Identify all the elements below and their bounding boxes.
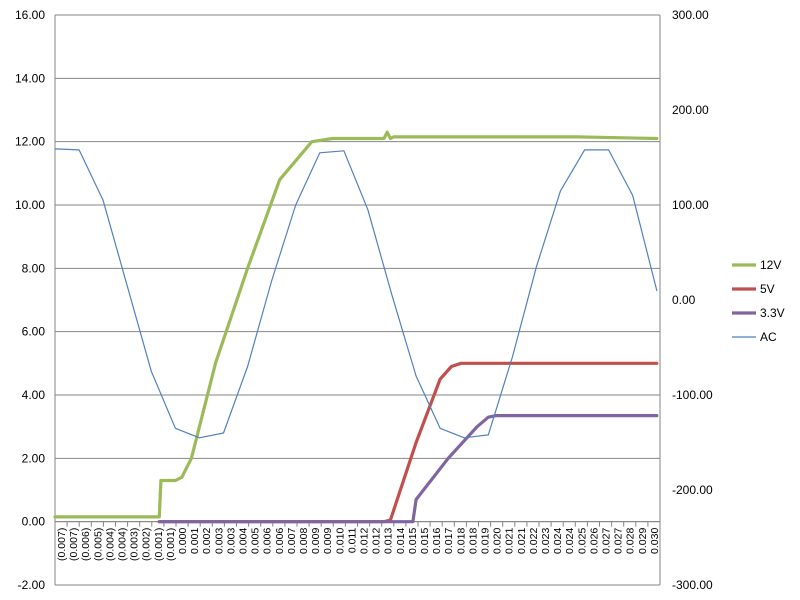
x-tick-label: 0.005: [250, 528, 262, 554]
x-tick-label: 0.020: [492, 528, 504, 554]
x-tick-label: 0.014: [395, 528, 407, 554]
y2-tick-label: 0.00: [672, 293, 696, 307]
x-tick-label: 0.024: [564, 528, 576, 554]
x-tick-label: (0.001): [165, 528, 177, 561]
x-tick-label: 0.027: [601, 528, 613, 554]
x-tick-label: 0.016: [431, 528, 443, 554]
legend-label: 12V: [760, 258, 781, 272]
x-tick-label: 0.018: [467, 528, 479, 554]
x-tick-label: 0.000: [177, 528, 189, 554]
y-tick-label: 0.00: [22, 515, 46, 529]
x-tick-label: (0.004): [117, 528, 129, 561]
x-tick-label: 0.012: [371, 528, 383, 554]
x-tick-label: 0.009: [310, 528, 322, 554]
legend-label: 3.3V: [760, 306, 785, 320]
x-tick-label: 0.013: [383, 528, 395, 554]
plot-series: [53, 130, 659, 524]
x-tick-label: 0.003: [225, 528, 237, 554]
y-tick-label: 10.00: [15, 198, 45, 212]
x-tick-label: 0.021: [516, 528, 528, 554]
y2-tick-label: -100.00: [672, 388, 713, 402]
x-tick-label: (0.001): [153, 528, 165, 561]
x-tick-label: 0.019: [480, 528, 492, 554]
x-tick-label: (0.004): [104, 528, 116, 561]
x-tick-label: (0.002): [141, 528, 153, 561]
x-tick-label: 0.006: [274, 528, 286, 554]
y-axis-right: -300.00 -200.00 -100.00 0.00 100.00 200.00 300…: [672, 8, 713, 592]
x-tick-label: 0.026: [588, 528, 600, 554]
x-tick-label: 0.007: [286, 528, 298, 554]
x-tick-label: (0.005): [92, 528, 104, 561]
x-tick-label: 0.004: [238, 528, 250, 554]
x-tick-label: 0.012: [359, 528, 371, 554]
x-tick-label: 0.025: [576, 528, 588, 554]
x-tick-label: 0.024: [552, 528, 564, 554]
y-axis-left: -2.00 0.00 2.00 4.00 6.00 8.00 10.00 12.00 14.00…: [15, 8, 45, 592]
legend-label: AC: [760, 330, 777, 344]
x-tick-label: 0.022: [528, 528, 540, 554]
x-tick-label: 0.002: [201, 528, 213, 554]
x-tick-label: 0.030: [649, 528, 661, 554]
y-tick-label: -2.00: [18, 578, 46, 592]
x-tick-label: 0.001: [189, 528, 201, 554]
x-tick-label: 0.015: [419, 528, 431, 554]
y-tick-label: 12.00: [15, 135, 45, 149]
x-tick-label: 0.009: [322, 528, 334, 554]
gridlines: [54, 14, 661, 586]
x-tick-label: 0.010: [334, 528, 346, 554]
x-tick-label: 0.021: [504, 528, 516, 554]
x-tick-label: 0.028: [625, 528, 637, 554]
x-axis: (0.007) (0.007) (0.006) (0.005) (0.004) (0.00…: [54, 521, 661, 561]
series-line-ac: [54, 148, 658, 439]
x-tick-label: (0.007): [68, 528, 80, 561]
x-tick-label: (0.007): [56, 528, 68, 561]
y2-tick-label: -300.00: [672, 578, 713, 592]
x-tick-label: 0.015: [407, 528, 419, 554]
legend: 12V 5V 3.3V AC: [732, 258, 785, 344]
x-tick-label: (0.003): [129, 528, 141, 561]
series-line-3-3v: [157, 414, 659, 524]
x-tick-label: 0.011: [346, 528, 358, 554]
y2-tick-label: 200.00: [672, 103, 709, 117]
x-tick-label: 0.008: [298, 528, 310, 554]
y-tick-label: 2.00: [22, 451, 46, 465]
x-tick-label: 0.027: [613, 528, 625, 554]
series-line-12v: [53, 130, 659, 519]
x-tick-label: 0.029: [637, 528, 649, 554]
x-tick-label: 0.017: [443, 528, 455, 554]
y-tick-label: 4.00: [22, 388, 46, 402]
x-tick-label: (0.006): [80, 528, 92, 561]
legend-label: 5V: [760, 282, 775, 296]
y2-tick-label: 100.00: [672, 198, 709, 212]
y-tick-label: 8.00: [22, 261, 46, 275]
x-tick-label: 0.003: [213, 528, 225, 554]
y-tick-label: 16.00: [15, 8, 45, 22]
x-tick-label: 0.023: [540, 528, 552, 554]
y-tick-label: 14.00: [15, 71, 45, 85]
x-tick-label: 0.006: [262, 528, 274, 554]
series-line-5v: [157, 361, 659, 524]
y-tick-label: 6.00: [22, 325, 46, 339]
y2-tick-label: 300.00: [672, 8, 709, 22]
x-tick-label: 0.018: [455, 528, 467, 554]
y2-tick-label: -200.00: [672, 483, 713, 497]
